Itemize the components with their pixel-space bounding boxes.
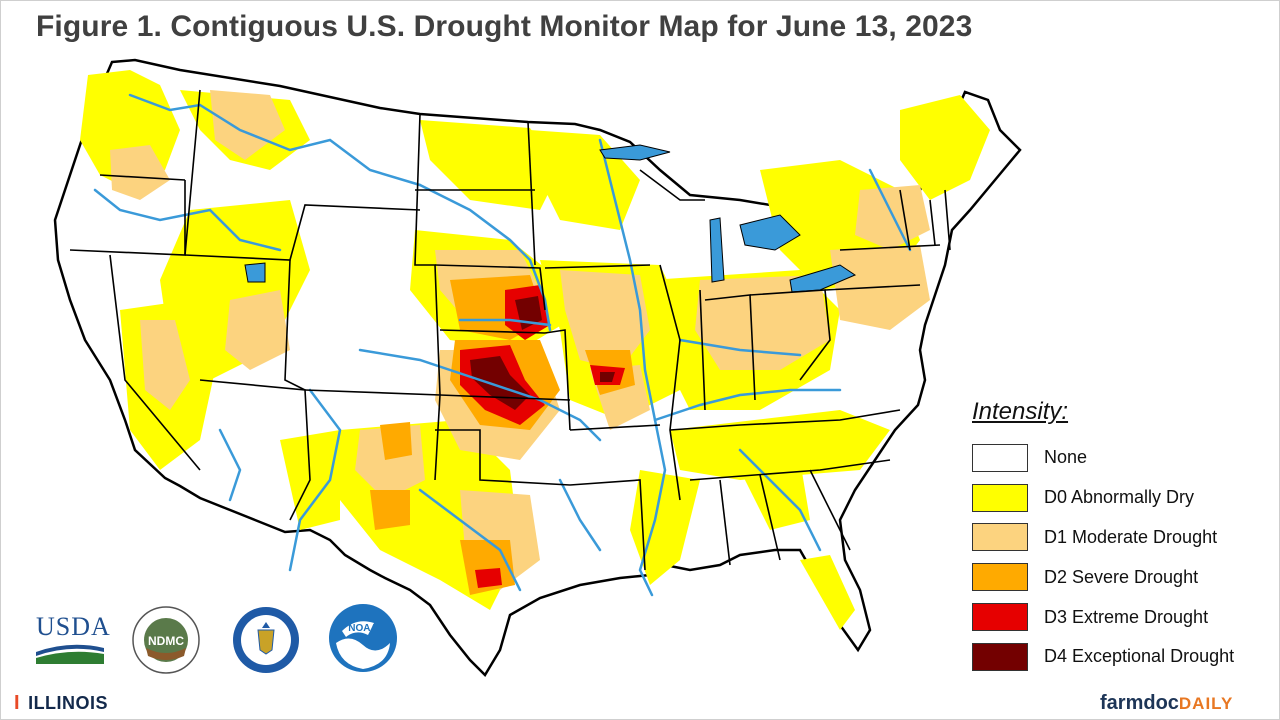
legend-label: D0 Abnormally Dry [1044, 487, 1195, 508]
legend-item-none: None [972, 438, 1272, 478]
rivers [93, 93, 912, 597]
commerce-seal-logo [233, 607, 299, 673]
drought-map [53, 58, 1022, 678]
illinois-logo: I ILLINOIS [14, 692, 108, 715]
usda-logo-mark [36, 644, 104, 664]
legend-item-d2: D2 Severe Drought [972, 557, 1272, 597]
usda-logo-text: USDA [36, 612, 111, 641]
ndmc-logo: NDMC [132, 606, 200, 674]
legend-label: D1 Moderate Drought [1044, 526, 1218, 547]
illinois-logo-text: ILLINOIS [28, 693, 109, 713]
illinois-block-i-icon: I [14, 692, 21, 714]
legend-swatch [972, 603, 1028, 632]
noaa-logo: NOAA [329, 604, 397, 672]
legend-label: D3 Extreme Drought [1044, 606, 1209, 627]
legend-item-d0: D0 Abnormally Dry [972, 478, 1272, 518]
legend-item-d4: D4 Exceptional Drought [972, 637, 1272, 677]
legend-item-d3: D3 Extreme Drought [972, 597, 1272, 637]
legend-swatch [972, 642, 1028, 671]
legend-item-d1: D1 Moderate Drought [972, 518, 1272, 558]
figure-title: Figure 1. Contiguous U.S. Drought Monito… [36, 10, 973, 43]
legend-label: D4 Exceptional Drought [1044, 646, 1235, 667]
state-borders [69, 89, 951, 571]
usda-logo: USDA [36, 612, 111, 669]
lakes [244, 144, 857, 293]
legend-swatch [972, 523, 1028, 552]
legend-swatch [972, 443, 1028, 472]
legend: Intensity: None D0 Abnormally Dry D1 Mod… [972, 398, 1272, 677]
farmdoc-logo-text: farmdoc [1100, 692, 1179, 714]
legend-title: Intensity: [972, 398, 1069, 425]
legend-label: None [1044, 447, 1088, 468]
noaa-logo-text: NOAA [348, 623, 377, 634]
farmdoc-daily-text: DAILY [1178, 694, 1234, 713]
ndmc-logo-text: NDMC [148, 634, 184, 648]
legend-swatch [972, 563, 1028, 592]
legend-swatch [972, 483, 1028, 512]
legend-label: D2 Severe Drought [1044, 566, 1199, 587]
farmdoc-daily-logo: farmdocDAILY [1100, 692, 1233, 715]
